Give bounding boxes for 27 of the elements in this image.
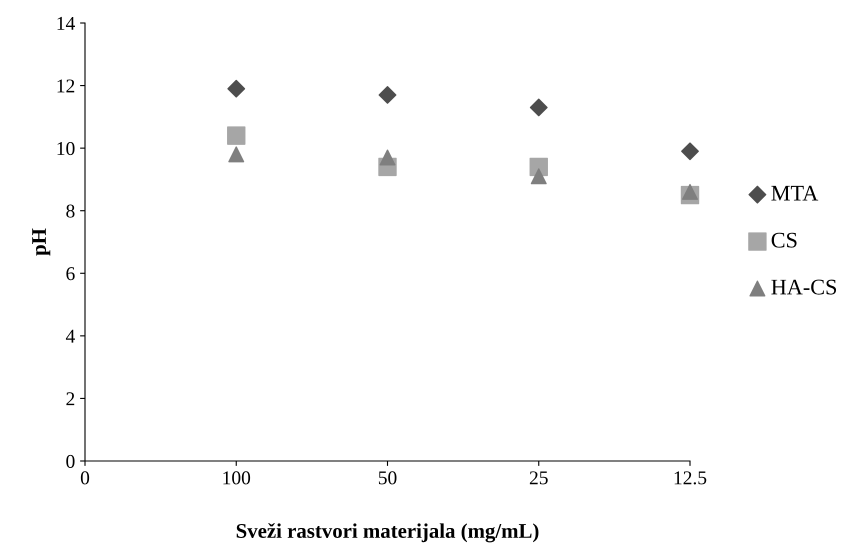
y-tick-label: 2 <box>66 392 74 406</box>
point <box>681 142 699 160</box>
x-tick-label: 0 <box>80 471 90 484</box>
y-axis-title: pH <box>32 228 50 256</box>
x-tick-label: 50 <box>378 471 396 484</box>
y-tick-label: 6 <box>66 267 75 280</box>
x-tick-label: 25 <box>530 471 548 484</box>
y-tick-label: 0 <box>66 454 75 468</box>
legend-label: CS <box>772 232 797 248</box>
y-tick-label: 12 <box>58 79 74 92</box>
point <box>380 150 396 166</box>
point <box>378 86 396 104</box>
y-tick-label: 10 <box>58 142 75 156</box>
legend-label: HA-CS <box>771 280 836 295</box>
point <box>682 184 698 200</box>
point <box>227 80 246 98</box>
x-axis-title: Sveži rastvori materijala (mg/mL) <box>236 523 538 542</box>
point <box>530 98 548 116</box>
point <box>530 168 547 184</box>
x-tick-label: 100 <box>223 471 250 484</box>
point <box>227 126 246 145</box>
y-tick-label: 8 <box>66 204 75 218</box>
legend-label: MTA <box>771 186 818 200</box>
y-tick-label: 14 <box>58 16 75 30</box>
y-tick-label: 4 <box>66 330 75 343</box>
x-tick-label: 12.5 <box>674 471 706 484</box>
point <box>228 146 244 162</box>
